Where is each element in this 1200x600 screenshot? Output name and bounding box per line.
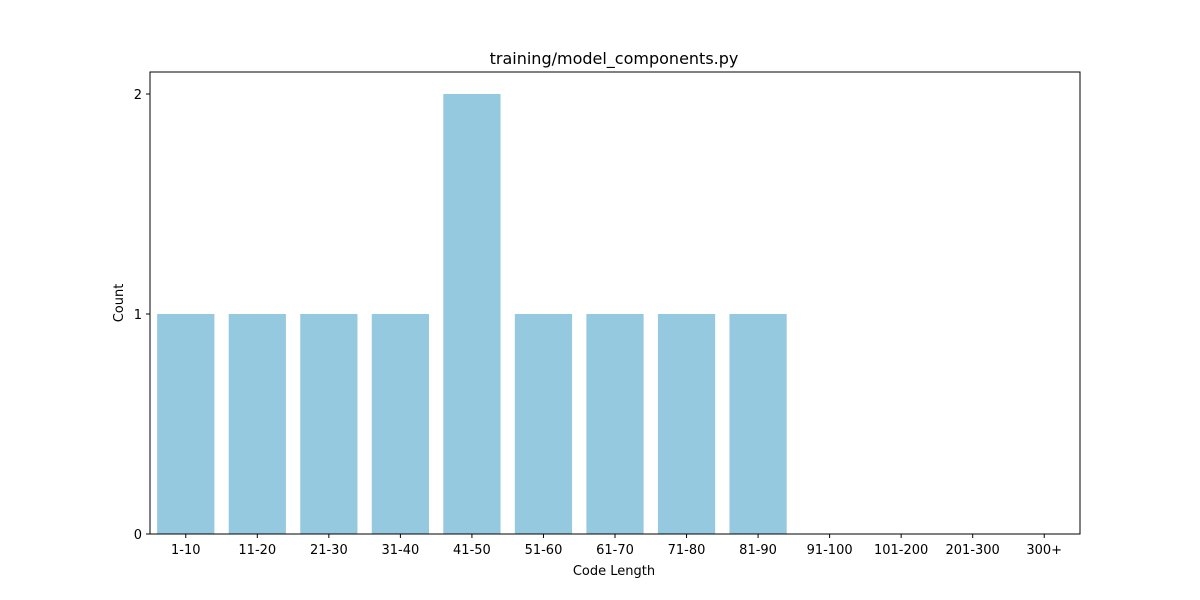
- x-tick-label: 1-10: [171, 543, 201, 558]
- x-tick-label: 51-60: [525, 543, 563, 558]
- y-axis-ticks: 0 1 2: [134, 88, 150, 543]
- bar-61-70: [586, 314, 644, 534]
- y-tick-label: 0: [134, 528, 142, 543]
- x-tick-label: 201-300: [946, 543, 1000, 558]
- chart-title: training/model_components.py: [490, 49, 739, 69]
- bars: [157, 94, 787, 534]
- x-tick-label: 71-80: [668, 543, 706, 558]
- bar-1-10: [157, 314, 215, 534]
- bar-51-60: [514, 314, 573, 534]
- y-tick-label: 1: [134, 308, 142, 323]
- plot-frame: [149, 71, 1081, 535]
- x-axis-ticks: 1-10 11-20 21-30 31-40 41-50 51-60 61-70 71-80 8…: [171, 534, 1062, 558]
- y-tick-label: 2: [134, 88, 142, 103]
- x-tick-label: 61-70: [596, 543, 634, 558]
- bar-21-30: [300, 314, 358, 534]
- x-axis-label: Code Length: [573, 564, 655, 579]
- x-tick-label: 81-90: [739, 543, 777, 558]
- bar-71-80: [657, 314, 716, 534]
- x-tick-label: 91-100: [807, 543, 853, 558]
- bar-11-20: [228, 314, 286, 534]
- bar-31-40: [371, 314, 429, 534]
- bar-41-50: [443, 94, 501, 534]
- x-tick-label: 41-50: [453, 543, 491, 558]
- bar-81-90: [729, 314, 787, 534]
- x-tick-label: 300+: [1026, 543, 1062, 558]
- x-tick-label: 21-30: [310, 543, 348, 558]
- x-tick-label: 31-40: [381, 543, 419, 558]
- y-axis-label: Count: [112, 284, 127, 323]
- x-tick-label: 11-20: [238, 543, 276, 558]
- x-tick-label: 101-200: [874, 543, 928, 558]
